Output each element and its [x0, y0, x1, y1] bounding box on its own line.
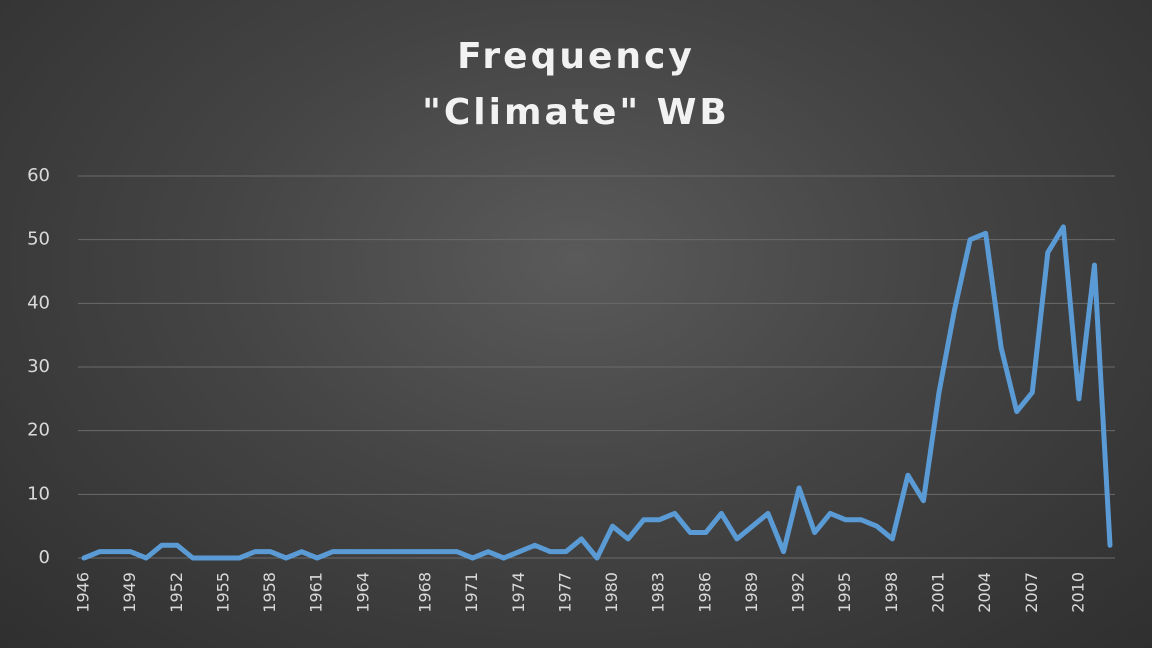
y-tick-label: 10 [27, 483, 50, 504]
y-tick-label: 20 [27, 420, 50, 441]
x-tick-label: 1998 [882, 572, 901, 613]
x-axis-tick-labels: 1946 1949 1952 1955 1958 1961 1964 1968 1971 1974… [74, 572, 1088, 613]
x-tick-label: 1974 [509, 572, 528, 613]
series-line-0 [81, 224, 1113, 561]
x-tick-label: 1980 [602, 572, 621, 613]
x-tick-label: 2007 [1022, 572, 1041, 613]
x-tick-label: 1961 [307, 572, 326, 613]
y-tick-label: 30 [27, 356, 50, 377]
x-tick-label: 1992 [789, 572, 808, 613]
x-tick-label: 1989 [742, 572, 761, 613]
x-tick-label: 1946 [74, 572, 93, 613]
x-tick-label: 2001 [929, 572, 948, 613]
y-tick-label: 60 [27, 165, 50, 186]
x-tick-label: 2004 [975, 572, 994, 613]
series-layer [81, 224, 1113, 561]
x-tick-label: 1964 [353, 572, 372, 613]
x-tick-label: 1986 [695, 572, 714, 613]
chart-title-line-1: Frequency [457, 36, 695, 77]
x-tick-label: 1949 [120, 572, 139, 613]
y-axis-tick-labels: 0 10 20 30 40 50 60 [27, 165, 50, 568]
y-tick-label: 40 [27, 292, 50, 313]
chart-title-line-2: "Climate" WB [422, 92, 730, 133]
x-tick-label: 1977 [555, 572, 574, 613]
y-tick-label: 50 [27, 229, 50, 250]
x-tick-label: 1983 [649, 572, 668, 613]
y-tick-label: 0 [39, 547, 50, 568]
gridlines [78, 175, 1115, 559]
x-tick-label: 1958 [260, 572, 279, 613]
x-tick-label: 1995 [835, 572, 854, 613]
x-tick-label: 1968 [416, 572, 435, 613]
x-tick-label: 2010 [1068, 572, 1087, 613]
x-tick-label: 1952 [167, 572, 186, 613]
x-tick-label: 1955 [213, 572, 232, 613]
x-tick-label: 1971 [462, 572, 481, 613]
